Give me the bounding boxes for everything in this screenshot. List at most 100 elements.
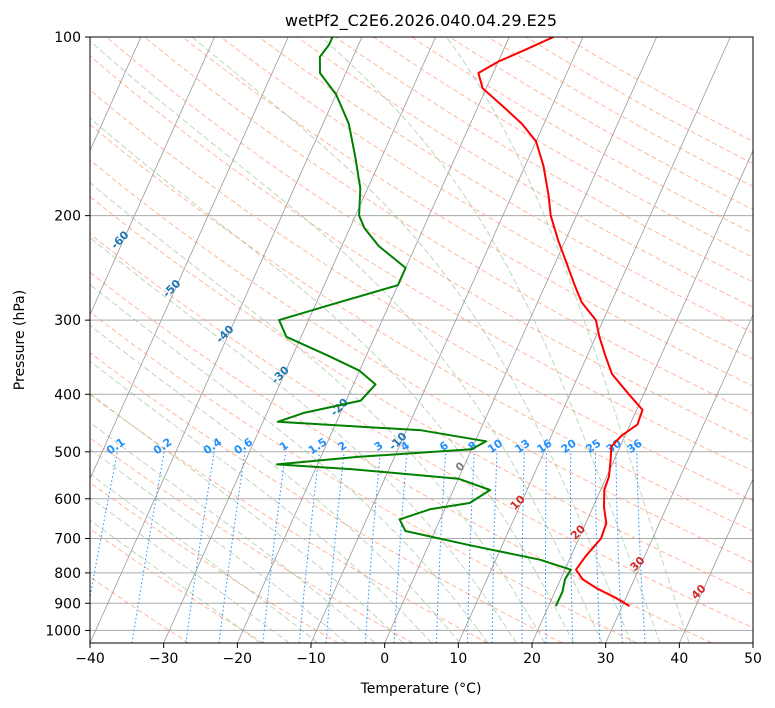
- moist-adiabat-line: [90, 360, 432, 643]
- dry-adiabat-line: [90, 352, 563, 643]
- adiabat-labels: 0.10.20.40.611.52346810131620253036-100-…: [3, 136, 709, 602]
- isotherm-line: [531, 149, 753, 643]
- mixing-ratio-label: 0.6: [232, 435, 256, 457]
- dry-adiabat-line: [90, 481, 339, 643]
- y-tick-label: 900: [54, 596, 81, 612]
- y-tick-label: 1000: [45, 623, 81, 639]
- x-tick-label: 10: [449, 651, 467, 667]
- x-tick-label: 50: [744, 651, 762, 667]
- plot-frame: [89, 36, 754, 644]
- mixing-ratio-line: [491, 451, 498, 643]
- dry-adiabats: [90, 37, 753, 643]
- isotherm-line: [310, 37, 584, 643]
- dry-adiabat-line: [373, 37, 753, 258]
- dry-adiabat-line: [90, 437, 414, 643]
- isotherm-line: [678, 477, 753, 643]
- x-tick-label: 40: [670, 651, 688, 667]
- y-tick-label: 600: [54, 492, 81, 508]
- mixing-ratio-label: 16: [535, 436, 555, 456]
- x-tick-label: −10: [296, 651, 326, 667]
- isotherm-line: [90, 37, 215, 316]
- mixing-ratio-line: [262, 451, 287, 643]
- y-axis-label: Pressure (hPa): [12, 290, 28, 390]
- moist-adiabat-line: [90, 40, 603, 643]
- moist-adiabat-line: [90, 392, 404, 643]
- chart-title: wetPf2_C2E6.2026.040.04.29.E25: [285, 11, 557, 31]
- dry-adiabat-line: [220, 37, 753, 360]
- dry-adiabat-line: [90, 159, 753, 564]
- dry-adiabat-line: [90, 311, 638, 643]
- mixing-ratio-label: 13: [512, 437, 532, 456]
- mixing-ratio-line: [615, 451, 623, 643]
- x-tick-label: 0: [380, 651, 389, 667]
- x-axis-ticks: −40 −30 −20 −10 0 10 20 30 40 50: [75, 643, 762, 667]
- x-tick-label: −30: [149, 651, 179, 667]
- dry-adiabat-line: [90, 271, 712, 643]
- mixing-ratio-label: 20: [559, 436, 579, 456]
- dry-adiabat-line: [296, 37, 753, 308]
- isotherm-line: [457, 37, 731, 643]
- mixing-ratio-line: [393, 451, 408, 643]
- profile-lines: [276, 37, 644, 607]
- mixing-ratio-line: [90, 451, 118, 600]
- isotherm-label: 0: [453, 459, 468, 474]
- mixing-ratio-line: [185, 451, 215, 643]
- dry-adiabat-line: [106, 37, 753, 443]
- isotherm-line: [752, 642, 753, 643]
- mixing-ratio-line: [325, 451, 345, 643]
- moist-adiabat-line: [90, 236, 517, 643]
- moist-adiabat-line: [90, 182, 546, 643]
- y-tick-label: 300: [54, 313, 81, 329]
- x-tick-label: −40: [75, 651, 105, 667]
- dry-adiabat-line: [258, 37, 753, 334]
- y-tick-label: 100: [54, 30, 81, 46]
- isotherm-line: [605, 313, 753, 643]
- isotherm-line: [0, 37, 67, 643]
- moist-adiabat-line: [90, 519, 261, 643]
- mixing-ratio-line: [218, 451, 246, 643]
- mixing-ratio-label: 30: [604, 436, 624, 456]
- x-tick-label: 30: [597, 651, 615, 667]
- moist-adiabat-line: [90, 324, 461, 643]
- mixing-ratio-line: [544, 451, 547, 643]
- mixing-ratio-line: [594, 451, 601, 643]
- isotherm-line: [384, 37, 657, 643]
- dry-adiabat-line: [525, 37, 753, 165]
- mixing-ratio-label: 0.4: [201, 435, 225, 457]
- moist-adiabat-line: [320, 37, 661, 643]
- moist-adiabat-line: [90, 496, 290, 643]
- y-axis-ticks: 100 200 300 400 500 600 700 800 900 1000: [45, 30, 90, 639]
- mixing-ratio-line: [298, 451, 320, 643]
- y-tick-label: 500: [54, 445, 81, 461]
- dry-adiabat-line: [182, 37, 753, 387]
- mixing-ratio-line: [364, 451, 381, 643]
- dry-adiabat-line: [90, 55, 753, 472]
- isotherm-line: [90, 37, 142, 152]
- x-tick-label: −20: [223, 651, 253, 667]
- isotherm-label: -50: [160, 277, 183, 300]
- dry-adiabat-line: [90, 123, 753, 532]
- moist-adiabat-line: [90, 473, 319, 643]
- dry-adiabat-line: [335, 37, 753, 283]
- mixing-ratio-line: [435, 451, 447, 643]
- dewpoint-profile-line: [276, 37, 572, 607]
- y-tick-label: 800: [54, 566, 81, 582]
- moist-adiabat-line: [90, 448, 347, 643]
- mixing-ratio-label: 25: [583, 437, 603, 456]
- moist-adiabat-line: [445, 37, 690, 643]
- moist-adiabat-line: [90, 117, 575, 643]
- isotherm-label: -70: [56, 181, 79, 204]
- isotherm-label: -80: [3, 136, 26, 159]
- mixing-ratio-line: [131, 451, 165, 643]
- x-axis-label: Temperature (°C): [360, 681, 482, 697]
- dry-adiabat-line: [90, 196, 753, 596]
- dry-adiabat-line: [90, 528, 264, 643]
- moist-adiabat-line: [191, 37, 632, 643]
- y-tick-label: 200: [54, 209, 81, 225]
- y-tick-label: 400: [54, 387, 81, 403]
- isotherm-label: -40: [213, 322, 236, 345]
- isotherm-label: -60: [108, 228, 131, 251]
- dry-adiabat-line: [90, 89, 753, 502]
- mixing-ratio-line: [570, 451, 574, 643]
- isotherm-label: -30: [269, 363, 292, 386]
